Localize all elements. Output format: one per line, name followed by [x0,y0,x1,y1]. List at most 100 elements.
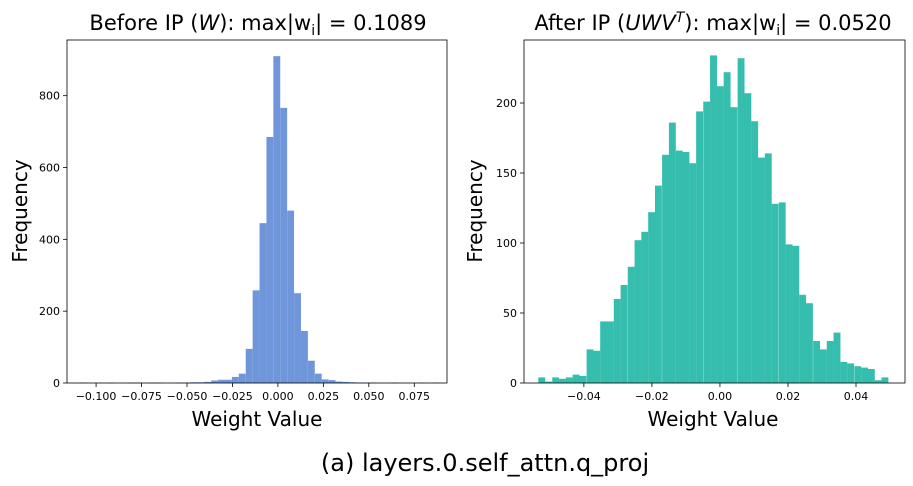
left-y-tick-label: 200 [39,305,60,318]
left-y-tick-label: 600 [39,162,60,175]
left-histogram-bar [266,136,274,383]
right-histogram-bar [730,107,738,383]
right-histogram-bar [565,377,573,383]
right-histogram-bar [861,367,868,383]
left-y-tick-label: 800 [39,90,60,103]
left-x-tick-label: −0.025 [212,390,253,403]
right-histogram-bar [689,163,697,383]
right-y-ticks: 0 50 100 150 200 [496,97,524,390]
left-histogram-bar [238,373,246,383]
right-histogram-bar [792,245,800,383]
right-histogram-bar [545,381,552,383]
left-x-tick-label: −0.075 [121,390,162,403]
left-histogram-bar [211,380,219,383]
right-y-axis-label: Frequency [463,159,487,262]
right-histogram-bar [826,341,834,383]
right-histogram-bar [819,349,827,383]
right-histogram-bar [634,240,642,383]
left-y-ticks: 0 200 400 600 800 [39,90,67,390]
left-x-tick-label: −0.100 [76,390,117,403]
right-histogram-bar [764,153,772,383]
right-histogram-bar [668,122,676,383]
left-panel: Before IP (W): max|wi| = 0.1089 0 200 400 6… [8,11,448,431]
left-histogram-bar [245,348,253,383]
left-bars [79,56,440,384]
left-histogram-bar [301,330,308,383]
right-x-tick-label: 0.00 [708,390,733,403]
left-histogram-bar [287,210,295,383]
left-histogram-bar [335,381,343,383]
left-x-tick-label: −0.050 [167,390,208,403]
right-x-tick-label: 0.04 [844,390,869,403]
right-chart-title: After IP (UWVT): max|wi| = 0.0520 [534,10,891,39]
left-histogram-bar [231,376,239,383]
right-histogram-bar [620,285,628,383]
right-histogram-bar [833,332,841,383]
right-histogram-bar [723,72,731,383]
right-histogram-bar [785,244,793,383]
right-histogram-bar [641,231,649,383]
left-histogram-bar [225,379,232,383]
left-histogram-bar [307,360,315,383]
left-histogram-bar [204,381,212,383]
left-x-tick-label: 0.000 [262,390,294,403]
right-histogram-bar [538,377,546,383]
right-histogram-bar [648,212,656,383]
right-x-tick-label: −0.04 [567,390,601,403]
left-x-tick-label: 0.050 [353,390,385,403]
left-histogram-bar [252,290,260,383]
right-histogram-bar [758,157,765,383]
left-histogram-bar [280,107,288,383]
right-histogram-bar [593,350,601,383]
right-histogram-bar [881,377,889,383]
right-histogram-bar [751,121,759,383]
right-histogram-bar [627,266,635,383]
left-histogram-bar [314,373,322,383]
figure-caption: (a) layers.0.self_attn.q_proj [321,449,649,477]
right-histogram-bar [778,202,786,383]
right-x-ticks: −0.04 −0.02 0.00 0.02 0.04 [567,383,868,403]
right-histogram-bar [675,150,683,383]
right-y-tick-label: 100 [496,237,517,250]
left-x-ticks: −0.100 −0.075 −0.050 −0.025 0.000 0.025 0.050 0… [76,383,430,403]
right-histogram-bar [806,303,813,383]
right-histogram-bar [813,341,821,383]
right-histogram-bar [710,55,717,384]
right-plot-frame [523,39,906,384]
left-chart-title: Before IP (W): max|wi| = 0.1089 [89,11,426,39]
right-histogram-bar [847,363,855,383]
right-histogram-bar [654,185,662,383]
left-y-tick-label: 0 [53,377,60,390]
right-y-tick-label: 200 [496,97,517,110]
right-bars [538,55,889,384]
right-histogram-bar [572,374,580,383]
right-histogram-bar [716,86,724,383]
right-histogram-bar [874,380,882,383]
left-y-tick-label: 400 [39,233,60,246]
left-x-axis-label: Weight Value [192,407,323,431]
left-x-tick-label: 0.075 [399,390,431,403]
right-histogram-bar [799,294,807,383]
right-histogram-bar [662,154,669,383]
right-histogram-bar [771,203,779,383]
right-histogram-bar [600,321,608,383]
right-histogram-bar [607,321,614,383]
left-histogram-bar [218,379,225,383]
left-y-axis-label: Frequency [8,159,32,262]
left-x-tick-label: 0.025 [308,390,340,403]
left-histogram-bar [321,379,329,383]
left-histogram-bar [259,223,267,383]
right-histogram-bar [552,377,560,383]
right-x-axis-label: Weight Value [648,407,779,431]
right-histogram-bar [840,362,848,383]
right-histogram-bar [867,369,875,383]
right-histogram-bar [696,111,703,384]
right-histogram-bar [559,378,566,383]
right-y-tick-label: 50 [503,307,517,320]
right-histogram-bar [586,349,594,383]
left-histogram-bar [294,293,301,383]
left-plot-frame [66,39,448,384]
right-histogram-bar [854,366,862,383]
right-histogram-bar [579,376,587,383]
